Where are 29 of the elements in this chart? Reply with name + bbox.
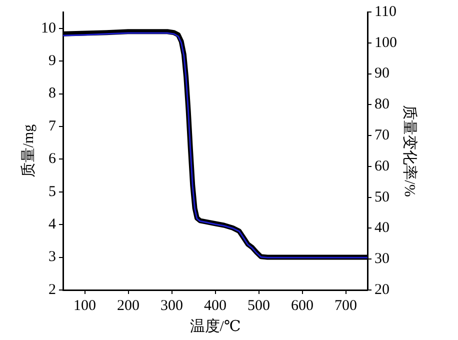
y2-axis-title: 质量变化率/% xyxy=(401,105,418,197)
y2-tick-label: 70 xyxy=(374,127,390,144)
y-tick-label: 4 xyxy=(48,216,56,233)
y-tick-label: 3 xyxy=(48,249,56,266)
y2-tick-label: 110 xyxy=(374,4,396,20)
y2-tick-label: 50 xyxy=(374,189,390,206)
y-tick-label: 6 xyxy=(48,151,56,168)
y-tick-label: 5 xyxy=(48,184,56,200)
y-tick-label: 10 xyxy=(41,20,56,36)
x-tick-label: 400 xyxy=(204,298,226,314)
y2-tick-label: 60 xyxy=(374,158,390,174)
y2-tick-label: 40 xyxy=(374,220,390,236)
x-tick-label: 600 xyxy=(291,298,314,314)
x-tick-label: 100 xyxy=(74,298,96,314)
y2-tick-label: 20 xyxy=(374,282,390,298)
y-tick-label: 7 xyxy=(48,118,56,134)
y-axis-title: 质量/mg xyxy=(20,124,37,178)
y2-tick-label: 90 xyxy=(374,66,390,82)
y-tick-label: 8 xyxy=(48,86,56,102)
x-tick-label: 300 xyxy=(160,298,183,314)
y2-tick-label: 30 xyxy=(374,251,390,268)
y-tick-label: 9 xyxy=(48,52,56,69)
x-axis-title: 温度/℃ xyxy=(190,318,241,335)
x-tick-label: 500 xyxy=(248,298,270,314)
x-tick-label: 200 xyxy=(117,298,140,314)
y2-tick-label: 80 xyxy=(374,96,390,113)
x-tick-label: 700 xyxy=(334,298,357,314)
y-tick-label: 2 xyxy=(48,282,56,298)
y2-tick-label: 100 xyxy=(374,34,397,51)
